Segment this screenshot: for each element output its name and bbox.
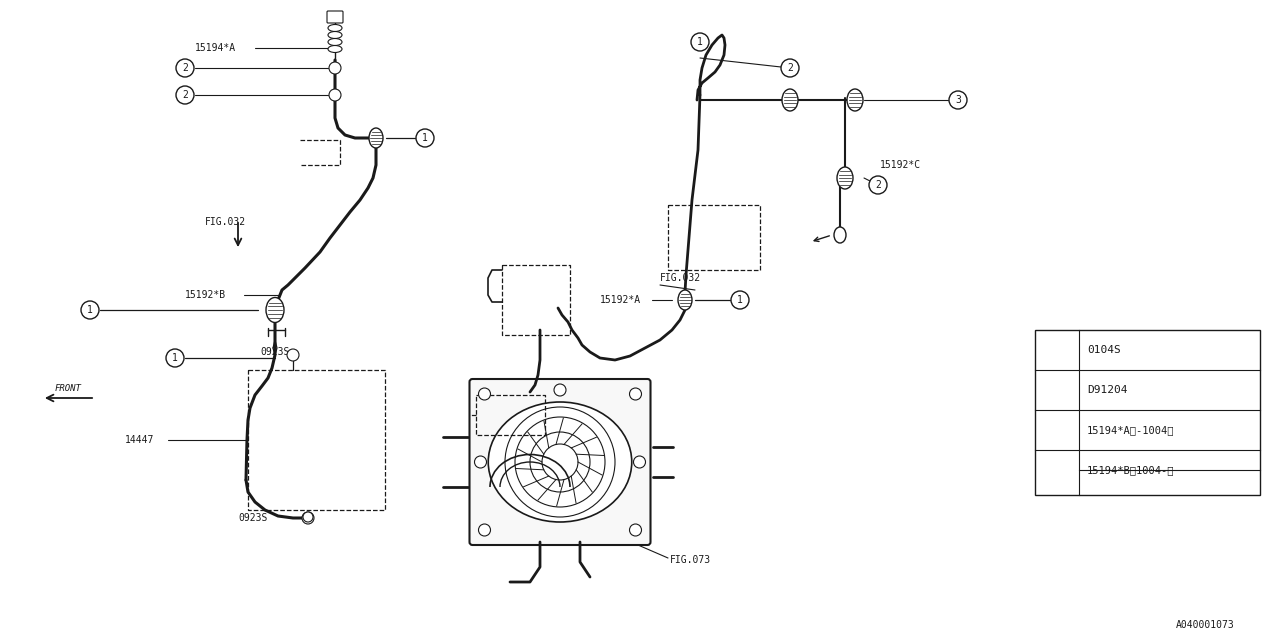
- Text: 0104S: 0104S: [1087, 345, 1121, 355]
- Circle shape: [781, 59, 799, 77]
- Circle shape: [177, 86, 195, 104]
- Text: FIG.032: FIG.032: [660, 273, 701, 283]
- Text: A040001073: A040001073: [1176, 620, 1235, 630]
- Text: 1: 1: [87, 305, 93, 315]
- Ellipse shape: [782, 89, 797, 111]
- Circle shape: [630, 388, 641, 400]
- Circle shape: [81, 301, 99, 319]
- Text: 2: 2: [182, 90, 188, 100]
- Text: 2: 2: [876, 180, 881, 190]
- Text: 15194*A＜-1004＞: 15194*A＜-1004＞: [1087, 425, 1175, 435]
- Text: 0923S: 0923S: [238, 513, 268, 523]
- Ellipse shape: [837, 167, 852, 189]
- Circle shape: [554, 384, 566, 396]
- Ellipse shape: [488, 402, 632, 522]
- Circle shape: [329, 62, 340, 74]
- Text: FIG.073: FIG.073: [669, 555, 712, 565]
- Text: 3: 3: [955, 95, 961, 105]
- Text: 14447: 14447: [125, 435, 155, 445]
- Text: 15192*C: 15192*C: [881, 160, 922, 170]
- Text: 3: 3: [1053, 445, 1060, 455]
- Circle shape: [731, 291, 749, 309]
- Text: FRONT: FRONT: [55, 383, 82, 392]
- Ellipse shape: [328, 45, 342, 52]
- Text: 1: 1: [1053, 345, 1060, 355]
- Text: 1: 1: [698, 37, 703, 47]
- Ellipse shape: [678, 290, 692, 310]
- Circle shape: [1047, 380, 1068, 400]
- Circle shape: [1047, 340, 1068, 360]
- FancyBboxPatch shape: [326, 11, 343, 23]
- Circle shape: [479, 388, 490, 400]
- Circle shape: [634, 456, 645, 468]
- Text: 2: 2: [182, 63, 188, 73]
- Circle shape: [302, 512, 314, 524]
- Circle shape: [177, 59, 195, 77]
- Circle shape: [948, 91, 966, 109]
- Text: 15194*A: 15194*A: [195, 43, 236, 53]
- Text: 1: 1: [422, 133, 428, 143]
- Circle shape: [691, 33, 709, 51]
- Text: 15192*A: 15192*A: [600, 295, 641, 305]
- Circle shape: [475, 456, 486, 468]
- Circle shape: [416, 129, 434, 147]
- FancyBboxPatch shape: [1036, 330, 1260, 495]
- Ellipse shape: [328, 24, 342, 31]
- Ellipse shape: [835, 227, 846, 243]
- Text: 0923S: 0923S: [260, 347, 289, 357]
- Circle shape: [479, 524, 490, 536]
- Text: 15194*B＜1004-＞: 15194*B＜1004-＞: [1087, 465, 1175, 475]
- Circle shape: [869, 176, 887, 194]
- Text: FIG.032: FIG.032: [205, 217, 246, 227]
- Circle shape: [287, 349, 300, 361]
- Text: D91204: D91204: [1087, 385, 1128, 395]
- Ellipse shape: [847, 89, 863, 111]
- Text: 2: 2: [1053, 385, 1060, 395]
- Text: 15192*B: 15192*B: [186, 290, 227, 300]
- Circle shape: [303, 512, 314, 522]
- FancyBboxPatch shape: [470, 379, 650, 545]
- Circle shape: [329, 89, 340, 101]
- Ellipse shape: [328, 31, 342, 38]
- Circle shape: [630, 524, 641, 536]
- Text: 2: 2: [787, 63, 792, 73]
- Ellipse shape: [328, 38, 342, 45]
- Text: 1: 1: [737, 295, 742, 305]
- Circle shape: [1047, 440, 1068, 460]
- Circle shape: [166, 349, 184, 367]
- Ellipse shape: [266, 298, 284, 323]
- Ellipse shape: [369, 128, 383, 148]
- Text: 1: 1: [172, 353, 178, 363]
